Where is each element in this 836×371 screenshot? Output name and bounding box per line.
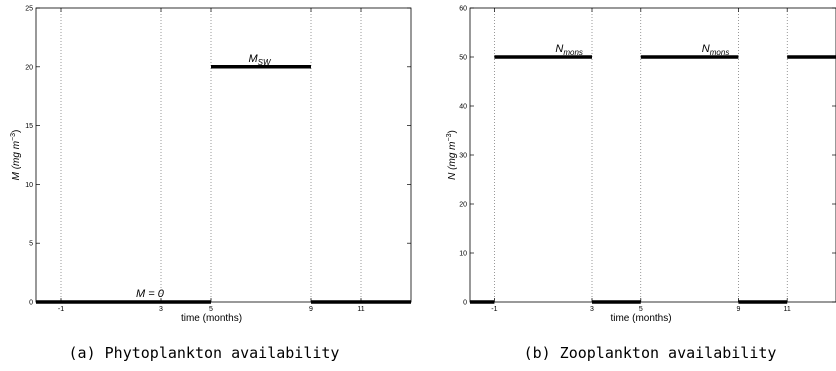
ytick-label: 10 xyxy=(25,182,33,189)
ytick-label: 30 xyxy=(459,153,467,160)
ytick-label: 15 xyxy=(25,123,33,130)
xtick-label: 3 xyxy=(159,306,163,313)
ytick-label: 60 xyxy=(459,6,467,13)
ytick-label: 0 xyxy=(463,300,467,307)
xtick-label: 11 xyxy=(784,306,791,313)
x-axis-label: time (months) xyxy=(181,313,242,324)
y-axis-label-close: ) xyxy=(11,130,22,133)
y-axis-label-close: ) xyxy=(447,130,458,133)
xtick-label: 5 xyxy=(639,306,643,313)
y-axis-label-sup: −3 xyxy=(446,133,453,141)
y-axis-label-sup: −3 xyxy=(10,133,17,141)
annotation-main: M xyxy=(249,53,259,65)
annotation-1: Nmons xyxy=(702,43,730,57)
plot-frame xyxy=(469,7,836,303)
annotation-0: M = 0 xyxy=(136,288,165,300)
annotation-main: N xyxy=(555,43,563,55)
ytick-label: 10 xyxy=(459,251,467,258)
y-axis-label: N (mg m−3) xyxy=(446,130,458,180)
xtick-label: 9 xyxy=(309,306,313,313)
y-axis-label-main: M (mg m xyxy=(11,141,22,180)
x-axis-label: time (months) xyxy=(610,313,671,324)
xtick-label: 9 xyxy=(736,306,740,313)
figure-caption: (a) Phytoplankton availability xyxy=(69,344,340,362)
ytick-label: 0 xyxy=(29,300,33,307)
figure-caption: (b) Zooplankton availability xyxy=(524,344,777,362)
panel-phytoplankton: 0 5 10 15 20 25 -1 3 5 9 11 M = 0 MSW time (months) M … xyxy=(10,6,412,362)
xtick-label: -1 xyxy=(58,306,64,313)
ytick-label: 20 xyxy=(25,64,33,71)
xtick-label: 5 xyxy=(209,306,213,313)
annotation-1: MSW xyxy=(249,53,273,67)
annotation-main: N xyxy=(702,43,710,55)
xtick-label: -1 xyxy=(491,306,497,313)
ytick-label: 25 xyxy=(25,6,33,13)
xtick-label: 3 xyxy=(590,306,594,313)
ytick-label: 50 xyxy=(459,55,467,62)
annotation-0: Nmons xyxy=(555,43,583,57)
y-axis-label: M (mg m−3) xyxy=(10,130,22,181)
ytick-label: 20 xyxy=(459,202,467,209)
ytick-label: 40 xyxy=(459,104,467,111)
annotation-subscript: mons xyxy=(710,48,730,57)
ytick-label: 5 xyxy=(29,241,33,248)
plot-frame xyxy=(35,7,412,303)
annotation-subscript: SW xyxy=(258,58,272,67)
annotation-subscript: mons xyxy=(563,48,583,57)
annotation-main: M = 0 xyxy=(136,288,165,300)
y-axis-label-main: N (mg m xyxy=(447,141,458,179)
xtick-label: 11 xyxy=(357,306,364,313)
